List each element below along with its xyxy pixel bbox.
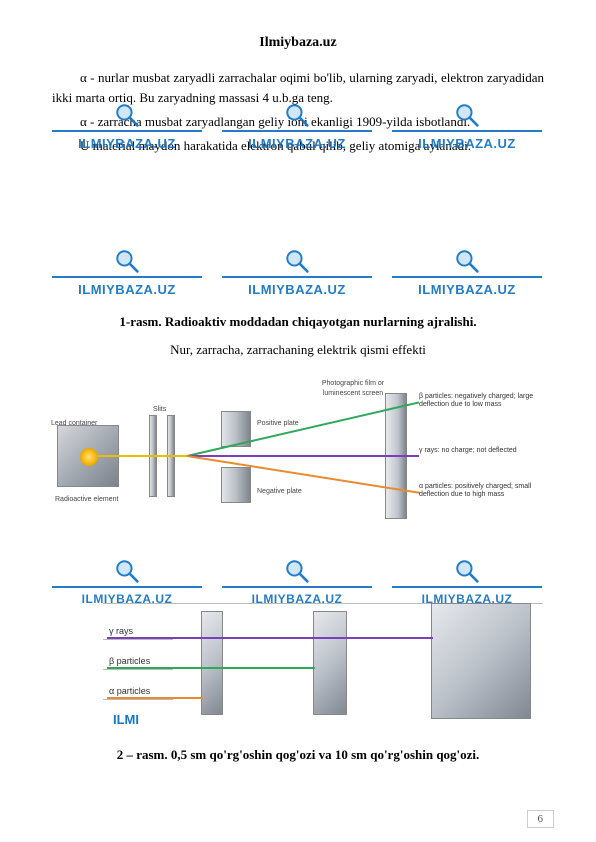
negative-plate-label: Negative plate [257, 487, 302, 498]
watermark-partial: ILMI [113, 710, 139, 730]
absorber-paper [201, 611, 223, 715]
absorber-lead-thin [313, 611, 347, 715]
figure-1-caption: 1-rasm. Radioaktiv moddadan chiqayotgan … [52, 312, 544, 332]
diagram-2: γ rays β particles α particles ILMI [53, 575, 543, 735]
figure-1-subtitle: Nur, zarracha, zarrachaning elektrik qis… [52, 340, 544, 360]
alpha-label: α particles: positively charged; small d… [419, 483, 539, 499]
page-title: Ilmiybaza.uz [52, 32, 544, 54]
gamma-label: γ rays: no charge; not deflected [419, 447, 539, 455]
row-underline [103, 639, 173, 640]
positive-plate-label: Positive plate [257, 419, 299, 430]
slits-label: Slits [153, 405, 166, 416]
lead-container-label: Lead container [51, 419, 97, 430]
beam-gamma [187, 455, 419, 457]
absorber-lead-thick [431, 603, 531, 719]
beam-source [97, 455, 187, 457]
screen-label: Photographic film or luminescent screen [313, 379, 393, 401]
negative-plate [221, 467, 251, 503]
row-underline [103, 699, 173, 700]
paragraph: α - zarracha musbat zaryadlangan geliy i… [52, 112, 544, 132]
diagram-1: Lead container Radioactive element Slits… [53, 375, 543, 555]
paragraph: U material maydon harakatida elektron qa… [52, 136, 544, 156]
radioactive-element-label: Radioactive element [55, 495, 118, 506]
paragraph: α - nurlar musbat zaryadli zarrachalar o… [52, 68, 544, 108]
figure-2-caption: 2 – rasm. 0,5 sm qo'rg'oshin qog'ozi va … [52, 745, 544, 765]
beta-label: β particles: negatively charged; large d… [419, 393, 539, 409]
page-number: 6 [527, 810, 555, 828]
page: Ilmiybaza.uz α - nurlar musbat zaryadli … [0, 0, 596, 813]
row-underline [103, 669, 173, 670]
